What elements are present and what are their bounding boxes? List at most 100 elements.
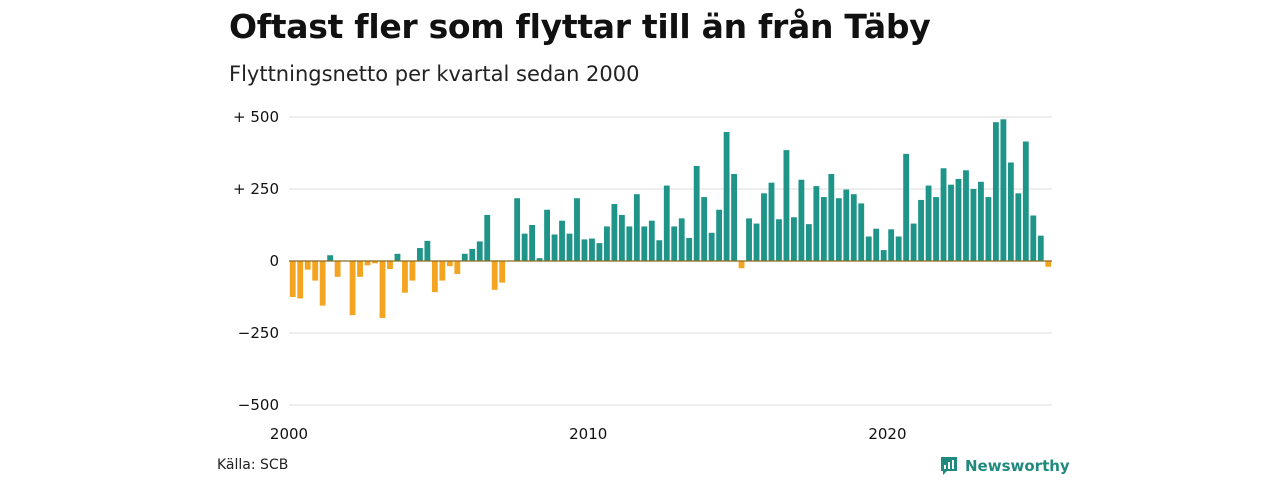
bar bbox=[491, 261, 498, 290]
bar bbox=[835, 198, 842, 261]
bar bbox=[925, 185, 932, 261]
bar bbox=[693, 165, 700, 261]
y-tick-label: −250 bbox=[238, 324, 279, 342]
bar bbox=[469, 248, 476, 261]
bar bbox=[948, 184, 954, 261]
bar bbox=[858, 203, 865, 261]
bar bbox=[334, 261, 341, 277]
bar bbox=[820, 197, 827, 261]
bar bbox=[828, 174, 835, 261]
source-note: Källa: SCB bbox=[217, 457, 289, 473]
bar bbox=[364, 261, 371, 266]
bars bbox=[289, 119, 1052, 319]
bar bbox=[566, 233, 573, 261]
bar bbox=[746, 218, 752, 261]
bar bbox=[731, 174, 737, 261]
bar bbox=[880, 250, 887, 261]
bar bbox=[850, 194, 857, 261]
bar bbox=[888, 229, 895, 261]
bar bbox=[768, 182, 775, 261]
bar bbox=[671, 226, 678, 261]
bar bbox=[641, 226, 648, 261]
bar bbox=[551, 234, 558, 261]
bar bbox=[865, 236, 872, 261]
bar bbox=[985, 197, 992, 261]
bar bbox=[813, 186, 820, 261]
bar bbox=[476, 241, 483, 261]
bar bbox=[461, 253, 468, 261]
brand-logo: Newsworthy bbox=[939, 455, 1070, 477]
bar bbox=[394, 253, 401, 261]
bar bbox=[933, 197, 939, 261]
bar bbox=[955, 178, 962, 261]
bar bbox=[1037, 235, 1044, 261]
bar bbox=[910, 223, 917, 261]
bar bbox=[327, 255, 334, 261]
bar bbox=[723, 131, 730, 261]
bar bbox=[611, 203, 618, 261]
bar bbox=[596, 243, 603, 261]
bar bbox=[581, 239, 588, 261]
bar bbox=[783, 150, 790, 261]
bar bbox=[701, 197, 708, 261]
bar bbox=[372, 261, 378, 264]
bar bbox=[431, 261, 438, 293]
bar bbox=[1000, 119, 1007, 261]
x-tick-label: 2020 bbox=[868, 425, 906, 443]
bar bbox=[805, 224, 812, 261]
bar bbox=[544, 209, 550, 261]
bar bbox=[626, 226, 633, 261]
bar bbox=[589, 238, 595, 261]
bar bbox=[992, 122, 999, 262]
bar bbox=[521, 233, 528, 261]
bar bbox=[903, 153, 910, 261]
y-tick-label: + 500 bbox=[233, 108, 279, 126]
x-axis-ticks: 2000 2010 2020 bbox=[270, 425, 907, 443]
y-tick-label: 0 bbox=[269, 252, 279, 270]
bar bbox=[798, 179, 805, 261]
bar bbox=[738, 261, 745, 269]
bar bbox=[1007, 162, 1014, 261]
x-tick-label: 2010 bbox=[569, 425, 607, 443]
bar bbox=[529, 225, 536, 261]
bar bbox=[708, 232, 715, 261]
bar bbox=[424, 240, 431, 261]
newsworthy-logo-icon bbox=[941, 457, 957, 475]
bar bbox=[970, 189, 977, 261]
bar bbox=[940, 168, 947, 261]
bar bbox=[559, 220, 565, 261]
bar bbox=[663, 185, 670, 261]
bar bbox=[633, 194, 640, 261]
bar bbox=[402, 261, 408, 293]
bar bbox=[1030, 215, 1037, 261]
gridlines bbox=[289, 116, 1052, 406]
bar bbox=[678, 218, 685, 261]
bar bbox=[656, 240, 663, 261]
bar bbox=[761, 193, 767, 261]
bar bbox=[409, 261, 416, 281]
bar bbox=[499, 261, 506, 283]
bar bbox=[753, 223, 760, 261]
bar bbox=[843, 189, 850, 261]
bar bbox=[514, 198, 521, 261]
bar bbox=[1022, 141, 1029, 261]
bar bbox=[978, 181, 984, 261]
bar bbox=[312, 261, 319, 281]
bar bbox=[963, 170, 969, 261]
bar bbox=[319, 261, 326, 306]
bar bbox=[387, 261, 393, 270]
brand-name: Newsworthy bbox=[965, 457, 1070, 475]
bar bbox=[357, 261, 363, 277]
bar bbox=[574, 198, 580, 261]
y-tick-label: −500 bbox=[238, 396, 279, 414]
bar bbox=[1015, 193, 1022, 261]
bar bbox=[716, 209, 723, 261]
y-tick-label: + 250 bbox=[233, 180, 279, 198]
bar bbox=[1045, 261, 1052, 267]
bar bbox=[776, 219, 782, 261]
bar bbox=[297, 261, 304, 299]
bar bbox=[379, 261, 386, 319]
bar bbox=[895, 236, 902, 261]
bar bbox=[918, 199, 925, 261]
bar bbox=[536, 258, 543, 261]
